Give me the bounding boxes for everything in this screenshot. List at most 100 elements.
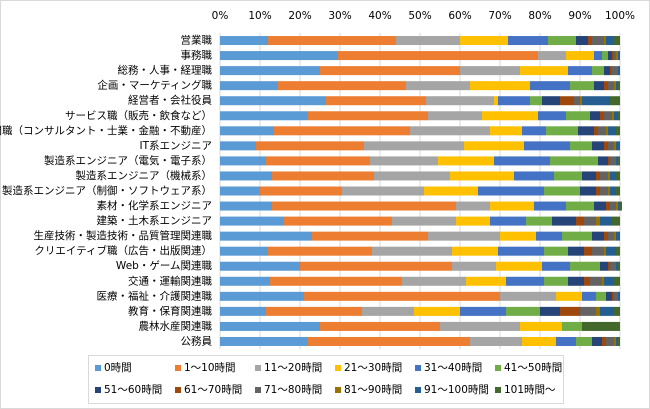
bar-segment [604,111,612,121]
bar-segment [594,201,606,211]
bar-segment [614,141,616,151]
x-tick-label: 30% [328,10,351,22]
bar-segment [220,126,274,136]
bar-segment [578,126,594,136]
bar-segment [496,261,542,271]
bar-segment [576,216,584,226]
bar-segment [542,261,570,271]
bar-segment [220,171,272,181]
legend-label: 31～40時間 [424,362,482,374]
bar-segment [220,216,284,226]
bar-segment [450,171,514,181]
bar-segment [618,51,620,61]
bar-segment [602,51,608,61]
bar-segment [600,216,612,226]
x-tick-label: 20% [288,10,311,22]
bar-segment [614,336,616,346]
bar-segment [530,81,570,91]
y-tick-label: IT系エンジニア [139,140,212,152]
bar-segment [608,126,616,136]
legend-label: 71～80時間 [264,384,322,396]
bar-segment [392,216,456,226]
bar-segment [364,141,464,151]
bar-segment [494,96,498,106]
bar-segment [372,246,452,256]
y-tick-label: 医療・福祉・介護関連職 [97,289,213,302]
bar-segment [608,81,614,91]
bar-segment [606,336,614,346]
bar-segment [582,171,596,181]
bar-segment [606,36,614,46]
bar-segment [570,261,600,271]
bar-segment [614,111,618,121]
x-tick-label: 90% [568,10,591,22]
bar-segment [500,291,556,301]
x-tick-label: 40% [368,10,391,22]
bar-segment [582,321,620,331]
y-tick-label: 素材・化学系エンジニア [97,199,213,212]
bar-segment [596,171,600,181]
bar-segment [612,66,618,76]
bar-segment [614,276,620,286]
legend-swatch [255,365,261,371]
x-tick-label: 10% [248,10,271,22]
bar-segment [606,201,610,211]
bar-segment [606,126,608,136]
bar-segment [598,156,608,166]
bar-segment [602,276,604,286]
bar-segment [588,36,592,46]
x-tick-label: 80% [528,10,551,22]
bar-segment [522,336,556,346]
bar-segment [546,126,578,136]
bar-segment [490,126,522,136]
bar-segment [618,336,620,346]
bar-segment [266,306,362,316]
bar-segment [570,81,594,91]
bar-segment [600,261,608,271]
bar-segment [616,186,620,196]
bar-segment [616,246,620,256]
bar-segment [562,321,582,331]
bar-segment [220,306,266,316]
bar-segment [406,81,470,91]
bar-segment [220,261,300,271]
bar-segment [608,156,610,166]
bar-segment [606,246,616,256]
bar-segment [326,96,426,106]
bar-segment [604,66,610,76]
bar-segment [604,81,608,91]
y-tick-label: 教育・保育関連職 [128,304,212,317]
y-tick-label: クリエイティブ職（広告・出版関連） [34,244,212,257]
bar-segment [592,336,602,346]
bar-segment [452,261,496,271]
y-tick-label: 交通・運輸関連職 [128,274,212,287]
bar-segment [396,36,460,46]
legend-label: 51～60時間 [104,384,162,396]
bar-segment [608,261,610,271]
bar-segment [220,51,338,61]
x-tick-label: 50% [408,10,431,22]
bar-segment [554,171,582,181]
bar-segment [592,231,604,241]
bar-segment [362,306,414,316]
bar-segment [580,186,596,196]
bar-segment [592,246,604,256]
bar-segment [604,231,608,241]
bar-segment [590,111,600,121]
bar-segment [580,306,596,316]
bar-segment [616,141,620,151]
bar-segment [584,276,590,286]
bar-segment [304,291,500,301]
bar-segment [470,81,530,91]
y-tick-label: 公務員 [181,334,213,347]
bar-segment [482,111,538,121]
bar-segment [268,246,372,256]
bar-segment [526,216,552,226]
bar-segment [544,186,580,196]
bar-segment [618,156,620,166]
bar-segment [594,126,598,136]
bar-segment [428,111,482,121]
bar-segment [370,156,438,166]
bar-segment [610,156,616,166]
bar-segment [568,276,584,286]
